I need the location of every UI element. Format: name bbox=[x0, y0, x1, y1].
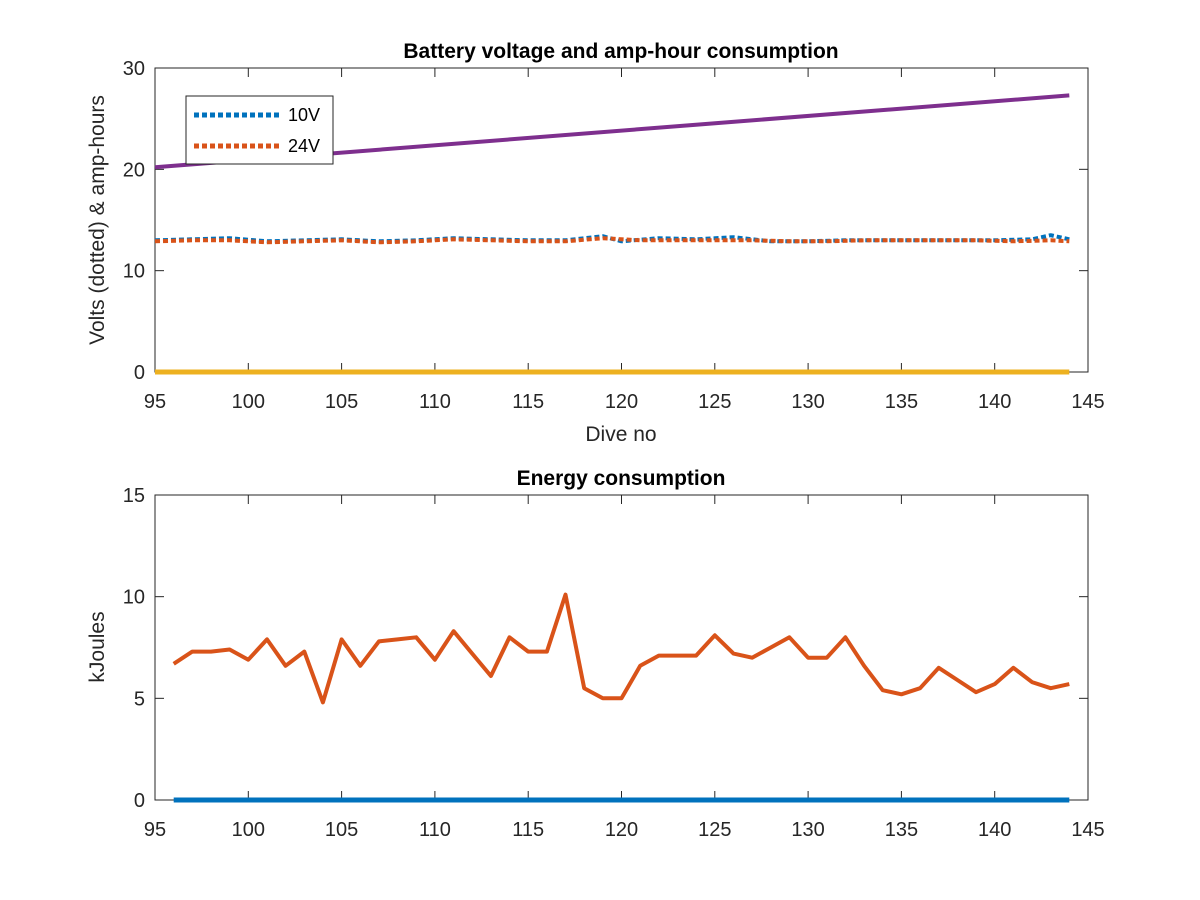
chart-title-top: Battery voltage and amp-hour consumption bbox=[403, 40, 838, 63]
series-lines-bottom bbox=[172, 592, 1070, 803]
x-tick-label: 145 bbox=[1071, 819, 1104, 841]
x-tick-label: 105 bbox=[325, 391, 358, 413]
chart-title-bottom: Energy consumption bbox=[517, 467, 726, 490]
legend-label-24v: 24V bbox=[288, 136, 320, 156]
legend-box bbox=[185, 95, 334, 165]
plot-area-bottom bbox=[154, 494, 1089, 801]
x-tick-label: 100 bbox=[232, 391, 265, 413]
x-tick-label: 120 bbox=[605, 391, 638, 413]
x-tick-label: 130 bbox=[791, 391, 824, 413]
x-ticks-top: 95 100 105 110 115 120 125 130 135 140 145 bbox=[144, 68, 1105, 413]
y-tick-label: 5 bbox=[134, 688, 145, 710]
y-ticks-bottom: 0 5 10 15 bbox=[123, 485, 1088, 812]
y-axis-label-top: Volts (dotted) & amp-hours bbox=[86, 95, 109, 345]
x-tick-label: 140 bbox=[978, 819, 1011, 841]
y-axis-label-bottom: kJoules bbox=[86, 611, 109, 682]
series-line-bottom-line-1 bbox=[172, 592, 1070, 705]
x-tick-label: 130 bbox=[791, 819, 824, 841]
x-tick-label: 115 bbox=[512, 819, 544, 841]
x-tick-label: 110 bbox=[419, 391, 451, 413]
y-ticks-top: 0 10 20 30 bbox=[123, 58, 1088, 384]
y-tick-label: 30 bbox=[123, 58, 145, 80]
y-tick-label: 0 bbox=[134, 790, 145, 812]
x-tick-label: 95 bbox=[144, 391, 166, 413]
x-tick-label: 110 bbox=[419, 819, 451, 841]
x-tick-label: 125 bbox=[698, 391, 731, 413]
x-tick-label: 135 bbox=[885, 819, 918, 841]
x-tick-label: 140 bbox=[978, 391, 1011, 413]
x-tick-label: 95 bbox=[144, 819, 166, 841]
series-line-top-24v bbox=[154, 236, 1070, 245]
x-tick-label: 115 bbox=[512, 391, 544, 413]
legend-label-10v: 10V bbox=[288, 105, 320, 125]
x-tick-label: 105 bbox=[325, 819, 358, 841]
x-tick-label: 120 bbox=[605, 819, 638, 841]
x-tick-label: 125 bbox=[698, 819, 731, 841]
chart-battery-voltage: 95 100 105 110 115 120 125 130 135 140 145 0 10 20 30… bbox=[86, 40, 1105, 446]
y-tick-label: 10 bbox=[123, 587, 145, 609]
y-tick-label: 0 bbox=[134, 362, 145, 384]
legend-top: 10V 24V bbox=[185, 95, 334, 165]
x-tick-label: 100 bbox=[232, 819, 265, 841]
x-tick-label: 145 bbox=[1071, 391, 1104, 413]
y-tick-label: 10 bbox=[123, 261, 145, 283]
x-tick-label: 135 bbox=[885, 391, 918, 413]
x-ticks-bottom: 95 100 105 110 115 120 125 130 135 140 145 bbox=[144, 495, 1105, 841]
y-tick-label: 20 bbox=[123, 159, 145, 181]
x-axis-label-top: Dive no bbox=[585, 423, 656, 446]
chart-energy-consumption: 95 100 105 110 115 120 125 130 135 140 145 051015 … bbox=[86, 467, 1105, 841]
y-tick-label: 15 bbox=[123, 485, 145, 507]
